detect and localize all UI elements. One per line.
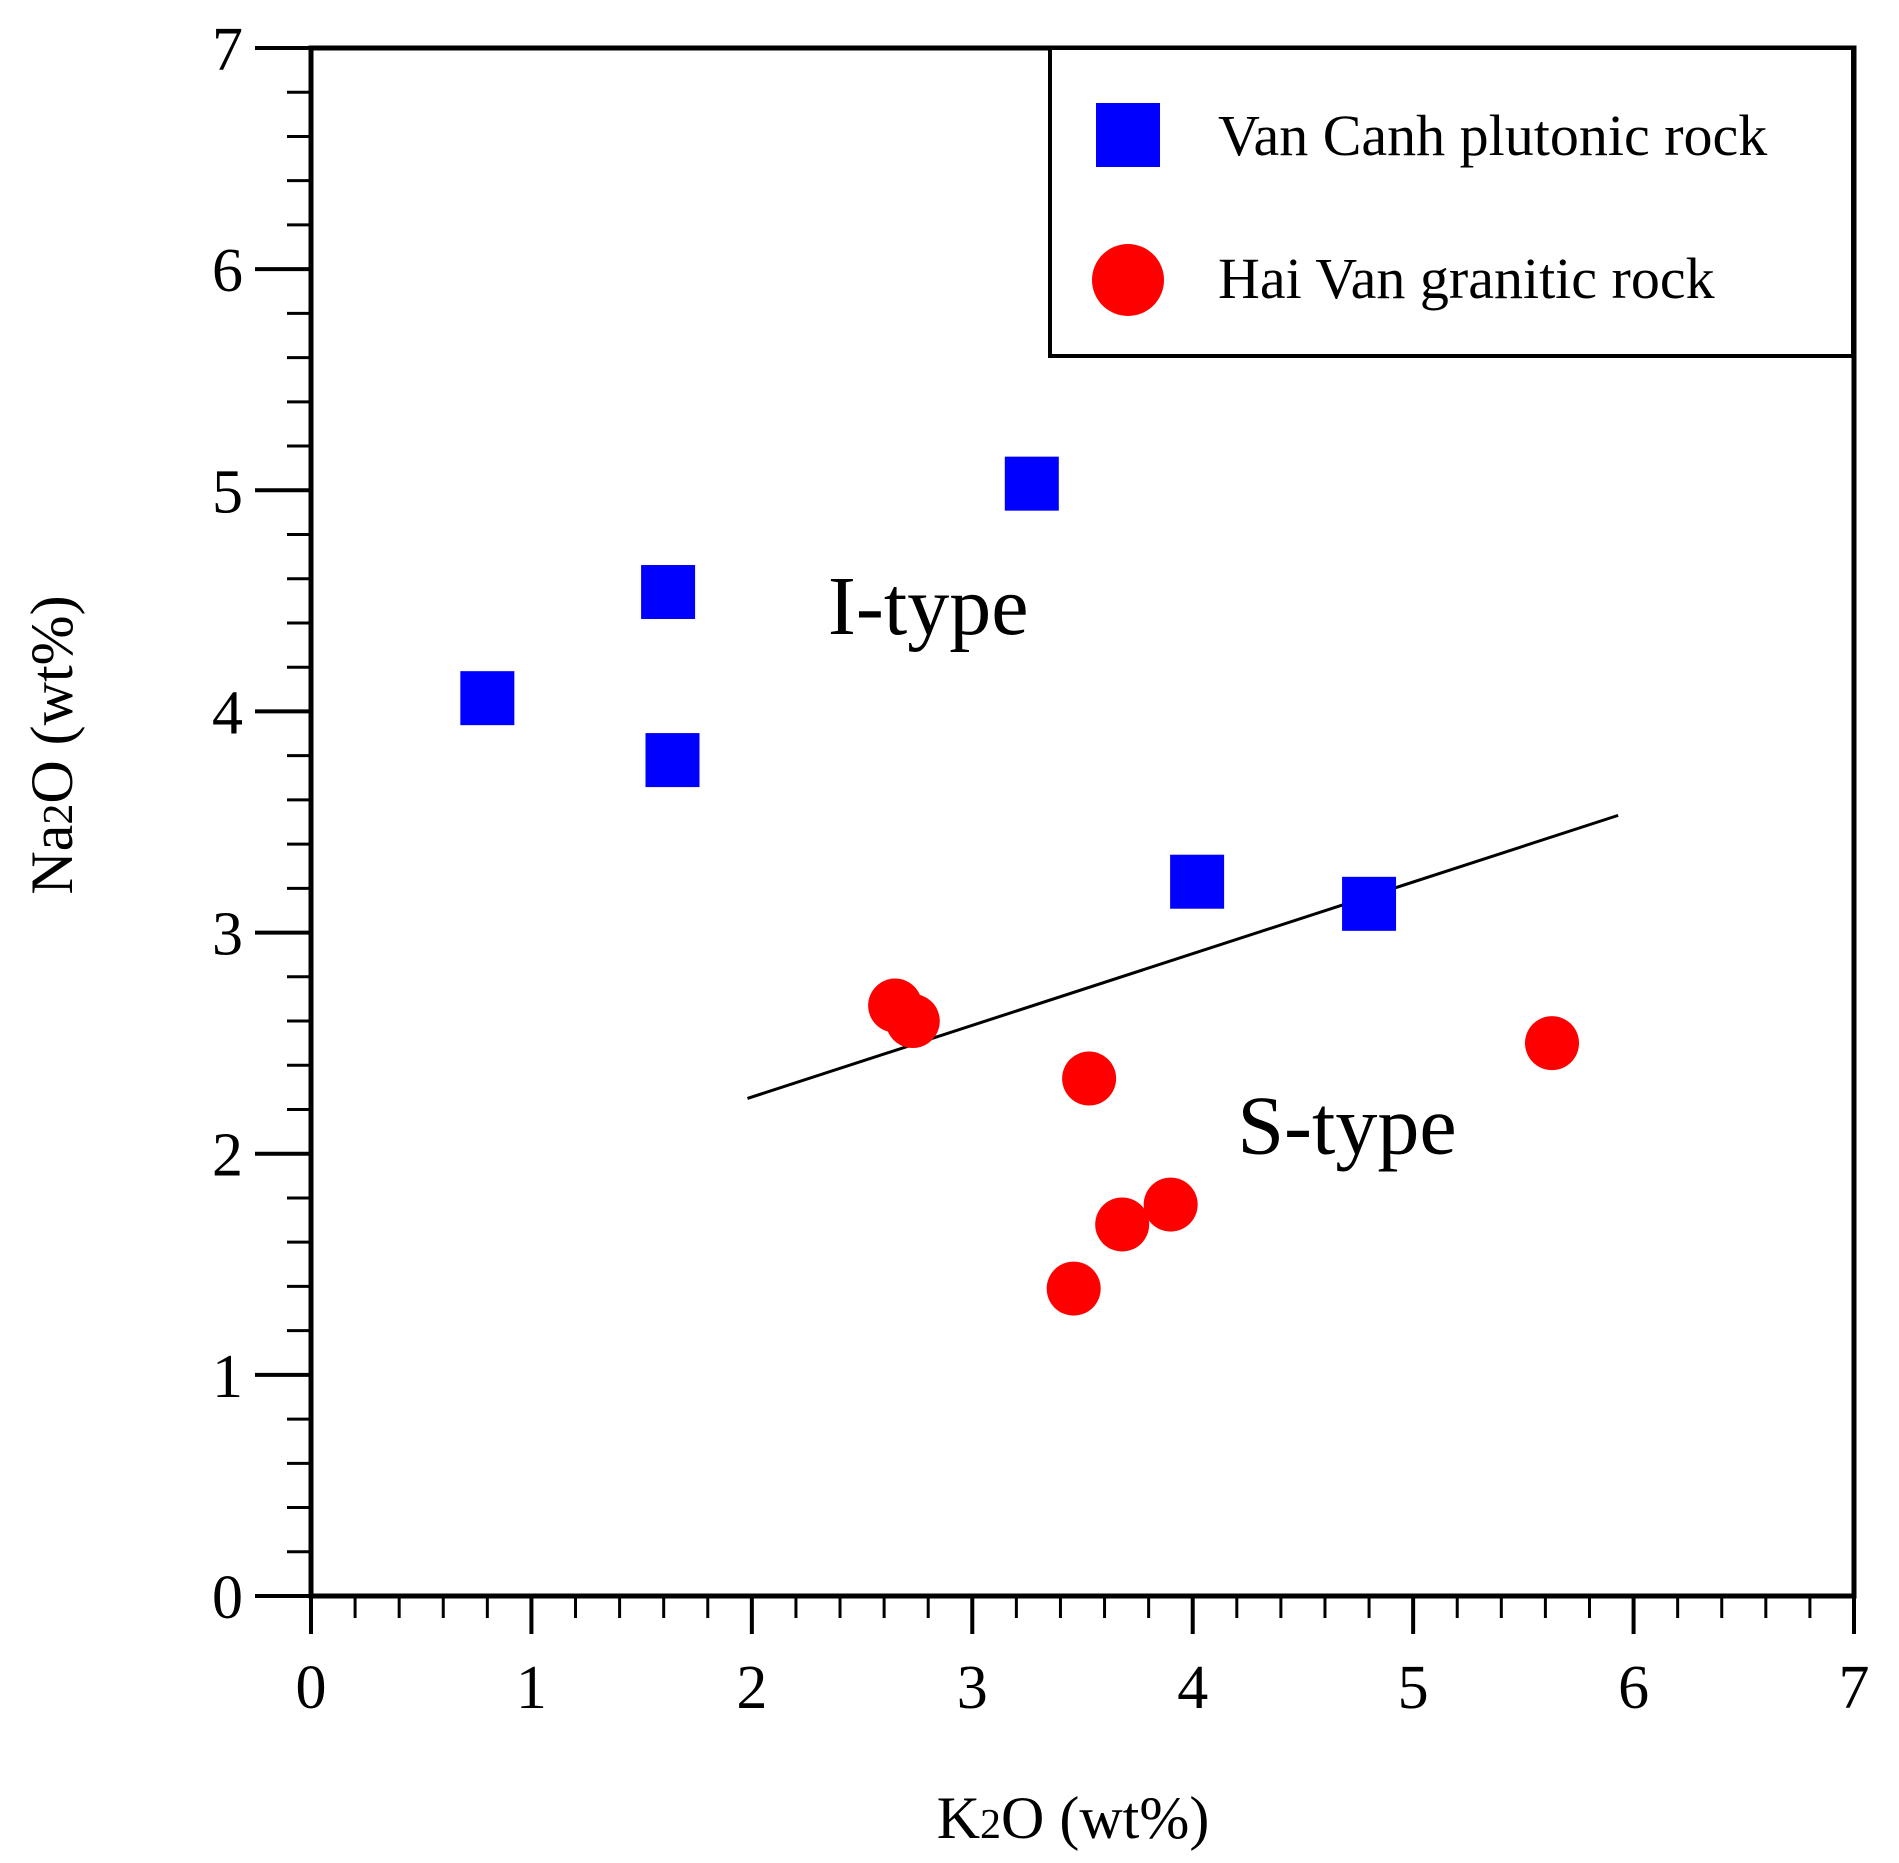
van-canh-point — [460, 671, 515, 726]
y-tick-label: 0 — [212, 1564, 243, 1632]
y-tick-label: 1 — [212, 1343, 243, 1411]
hai-van-point — [1046, 1261, 1101, 1316]
x-tick-label: 4 — [1177, 1654, 1208, 1722]
legend-marker-square — [1096, 103, 1160, 167]
van-canh-point — [645, 733, 700, 788]
i-s-divider-line — [746, 813, 1619, 1100]
hai-van-point — [1525, 1016, 1580, 1071]
x-tick-label: 2 — [736, 1654, 767, 1722]
y-tick-label: 7 — [212, 16, 243, 84]
legend-marker-circle — [1092, 244, 1164, 316]
y-tick-label: 3 — [212, 901, 243, 969]
hai-van-point — [1062, 1051, 1117, 1106]
s-type-label: S-type — [1237, 1080, 1456, 1173]
van-canh-point — [1342, 876, 1397, 931]
hai-van-point — [885, 994, 940, 1049]
legend: Van Canh plutonic rock Hai Van granitic … — [1048, 46, 1855, 358]
legend-box — [1048, 46, 1855, 358]
ticks-layer — [255, 46, 1856, 1634]
y-tick-label: 6 — [212, 237, 243, 305]
y-axis-title: Na2O (wt%) — [19, 595, 85, 894]
hai-van-point — [1143, 1177, 1198, 1232]
x-tick-label: 7 — [1839, 1654, 1870, 1722]
hai-van-point — [1095, 1197, 1150, 1252]
y-tick-label: 2 — [212, 1122, 243, 1190]
legend-label-hai-van: Hai Van granitic rock — [1218, 246, 1715, 311]
points-layer — [460, 456, 1580, 1316]
tick-labels-layer: 0 1 2 3 4 5 6 7 0 1 2 3 4 5 6 7 — [212, 16, 1870, 1722]
legend-label-van-canh: Van Canh plutonic rock — [1218, 103, 1767, 168]
van-canh-point — [1004, 456, 1059, 511]
x-tick-label: 3 — [957, 1654, 988, 1722]
i-type-label: I-type — [828, 560, 1029, 653]
y-tick-label: 4 — [212, 679, 243, 747]
x-tick-label: 1 — [516, 1654, 547, 1722]
x-axis-title: K2O (wt%) — [937, 1785, 1210, 1851]
van-canh-point — [641, 565, 696, 620]
x-tick-label: 6 — [1618, 1654, 1649, 1722]
van-canh-point — [1170, 854, 1225, 909]
x-tick-label: 5 — [1398, 1654, 1429, 1722]
y-tick-label: 5 — [212, 458, 243, 526]
x-tick-label: 0 — [296, 1654, 327, 1722]
